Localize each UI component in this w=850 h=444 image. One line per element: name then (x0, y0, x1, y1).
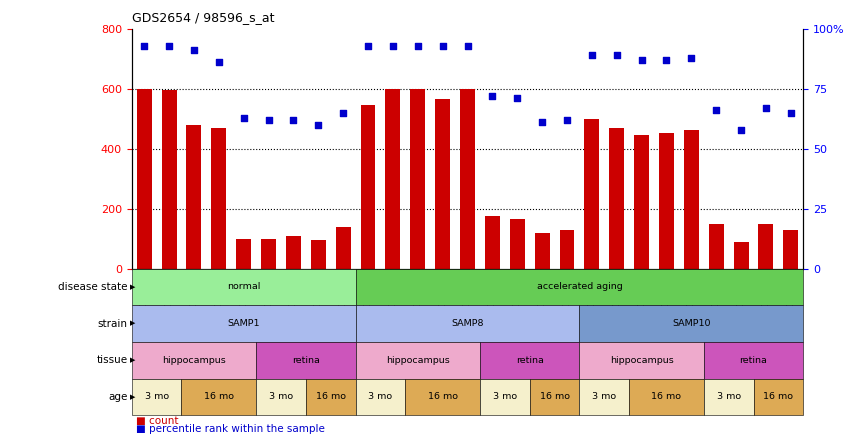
Text: GDS2654 / 98596_s_at: GDS2654 / 98596_s_at (132, 12, 275, 24)
Text: 3 mo: 3 mo (493, 392, 517, 401)
Text: retina: retina (740, 356, 768, 365)
Bar (261, 239, 276, 269)
Text: ▶: ▶ (130, 284, 135, 290)
Point (187, 47, 201, 54)
Bar (758, 224, 774, 269)
Point (710, 107, 723, 114)
Text: hippocampus: hippocampus (386, 356, 450, 365)
Point (560, 116, 574, 123)
Text: ■ percentile rank within the sample: ■ percentile rank within the sample (136, 424, 325, 434)
Bar (162, 90, 177, 269)
Point (262, 116, 275, 123)
Text: SAMP8: SAMP8 (451, 319, 484, 328)
Bar (585, 119, 599, 269)
Point (162, 42, 176, 49)
Point (237, 114, 251, 121)
Text: age: age (108, 392, 128, 402)
Text: hippocampus: hippocampus (162, 356, 226, 365)
Text: 16 mo: 16 mo (204, 392, 234, 401)
Point (585, 52, 598, 59)
Text: tissue: tissue (96, 355, 127, 365)
Point (684, 54, 698, 61)
Point (635, 56, 649, 63)
Point (311, 121, 325, 128)
Text: 16 mo: 16 mo (428, 392, 457, 401)
Text: hippocampus: hippocampus (609, 356, 673, 365)
Bar (734, 242, 749, 269)
Text: SAMP10: SAMP10 (672, 319, 711, 328)
Text: 3 mo: 3 mo (592, 392, 616, 401)
Point (784, 109, 797, 116)
Point (660, 56, 673, 63)
Point (436, 42, 450, 49)
Point (386, 42, 400, 49)
Bar (137, 89, 151, 269)
Text: SAMP1: SAMP1 (228, 319, 260, 328)
Point (411, 42, 424, 49)
Bar (311, 240, 326, 269)
Text: 16 mo: 16 mo (763, 392, 793, 401)
Text: 16 mo: 16 mo (540, 392, 570, 401)
Text: ▶: ▶ (130, 357, 135, 363)
Text: retina: retina (516, 356, 544, 365)
Bar (186, 125, 201, 269)
Bar (360, 105, 376, 269)
Text: retina: retina (292, 356, 320, 365)
Text: 3 mo: 3 mo (717, 392, 740, 401)
Text: 16 mo: 16 mo (651, 392, 682, 401)
Point (337, 109, 350, 116)
Text: ▶: ▶ (130, 321, 135, 327)
Text: 3 mo: 3 mo (269, 392, 293, 401)
Bar (336, 227, 350, 269)
Bar (784, 230, 798, 269)
Text: ■ count: ■ count (136, 416, 178, 426)
Text: 3 mo: 3 mo (144, 392, 168, 401)
Point (734, 126, 748, 133)
Text: normal: normal (227, 282, 260, 291)
Point (461, 42, 474, 49)
Bar (659, 133, 674, 269)
Bar (709, 224, 723, 269)
Text: 3 mo: 3 mo (368, 392, 393, 401)
Bar (236, 239, 251, 269)
Text: accelerated aging: accelerated aging (536, 282, 622, 291)
Bar (286, 236, 301, 269)
Point (361, 42, 375, 49)
Bar (435, 99, 450, 269)
Text: ▶: ▶ (130, 394, 135, 400)
Text: strain: strain (98, 318, 127, 329)
Point (511, 95, 524, 102)
Point (286, 116, 300, 123)
Point (212, 59, 225, 66)
Point (485, 92, 499, 99)
Bar (609, 128, 624, 269)
Bar (484, 216, 500, 269)
Bar (510, 219, 524, 269)
Bar (212, 128, 226, 269)
Point (138, 42, 151, 49)
Point (759, 104, 773, 111)
Bar (460, 89, 475, 269)
Bar (411, 89, 425, 269)
Point (536, 119, 549, 126)
Text: disease state: disease state (58, 282, 128, 292)
Bar (684, 130, 699, 269)
Bar (634, 135, 649, 269)
Point (610, 52, 624, 59)
Bar (559, 230, 575, 269)
Bar (385, 89, 400, 269)
Text: 16 mo: 16 mo (315, 392, 346, 401)
Bar (535, 233, 550, 269)
